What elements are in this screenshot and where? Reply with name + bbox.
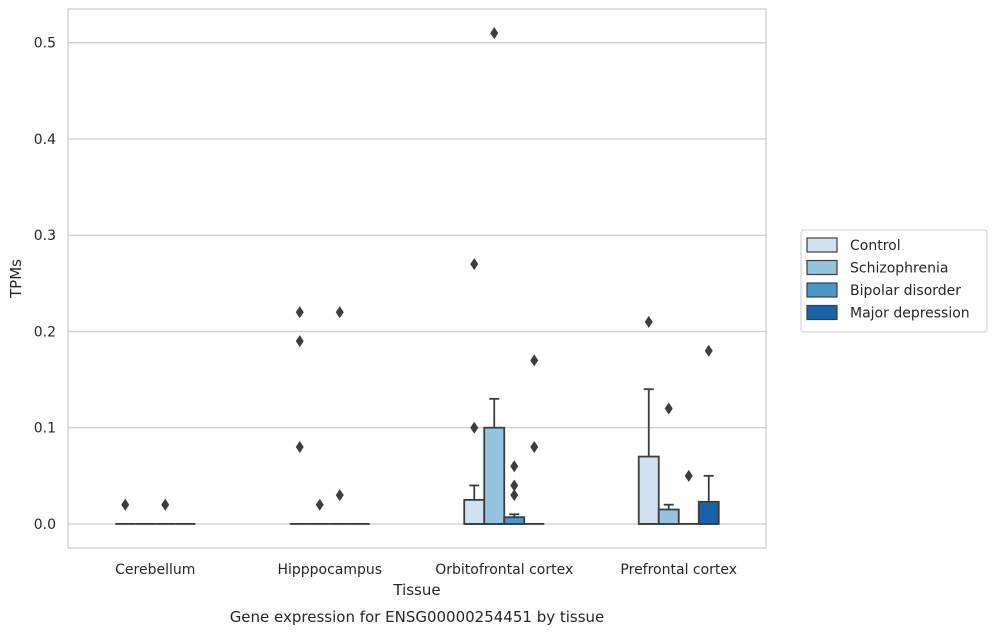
outlier-point bbox=[295, 306, 304, 319]
boxes bbox=[115, 27, 720, 525]
legend-swatch bbox=[806, 237, 838, 253]
plot-frame bbox=[67, 8, 767, 549]
box-control bbox=[637, 315, 660, 525]
outlier-point bbox=[704, 344, 713, 357]
box-schizophrenia bbox=[309, 498, 330, 525]
outlier-point bbox=[490, 27, 499, 40]
box-major-depression bbox=[524, 354, 545, 525]
box-bipolar-disorder bbox=[503, 460, 526, 525]
box-bipolar-disorder bbox=[155, 498, 176, 525]
outlier-point bbox=[530, 440, 539, 453]
outlier-point bbox=[510, 489, 519, 502]
y-tick-label: 0.5 bbox=[34, 36, 56, 52]
x-tick-label: Cerebellum bbox=[115, 562, 195, 578]
outlier-point bbox=[470, 421, 479, 434]
y-tick-label: 0.4 bbox=[34, 132, 56, 148]
outlier-point bbox=[530, 354, 539, 367]
y-tick-label: 0.0 bbox=[34, 517, 56, 533]
legend-swatch bbox=[806, 282, 838, 298]
chart-caption: Gene expression for ENSG00000254451 by t… bbox=[230, 608, 605, 626]
outlier-point bbox=[510, 460, 519, 473]
box-body bbox=[483, 426, 506, 525]
x-tick-label: Orbitofrontal cortex bbox=[435, 562, 573, 578]
y-tick-label: 0.2 bbox=[34, 324, 56, 340]
outlier-point bbox=[644, 315, 653, 328]
outlier-point bbox=[684, 469, 693, 482]
legend: Control Schizophrenia Bipolar disorder Majo… bbox=[800, 229, 988, 333]
legend-label: Control bbox=[850, 238, 901, 254]
box-body bbox=[697, 500, 720, 525]
y-axis-title: TPMs bbox=[7, 259, 25, 299]
outlier-point bbox=[295, 335, 304, 348]
box-schizophrenia bbox=[657, 402, 680, 525]
legend-swatch bbox=[806, 259, 838, 276]
legend-frame bbox=[800, 229, 988, 333]
legend-label: Major depression bbox=[850, 306, 970, 322]
outlier-point bbox=[315, 498, 324, 511]
x-tick-label: Hipppocampus bbox=[277, 562, 382, 578]
box-body bbox=[463, 498, 486, 525]
legend-swatch bbox=[806, 304, 838, 321]
box-bipolar-disorder bbox=[329, 306, 350, 525]
box-bipolar-disorder bbox=[678, 469, 699, 525]
outlier-point bbox=[335, 489, 344, 502]
box-body bbox=[637, 455, 660, 525]
outlier-point bbox=[161, 498, 170, 511]
legend-label: Bipolar disorder bbox=[850, 283, 961, 299]
box-body bbox=[503, 516, 526, 525]
box-control bbox=[463, 258, 486, 525]
x-tick-label: Prefrontal cortex bbox=[620, 562, 737, 578]
y-axis-ticks: 0.0 0.1 0.2 0.3 0.4 0.5 bbox=[34, 36, 56, 533]
x-axis-ticks: Cerebellum Hipppocampus Orbitofrontal cort… bbox=[115, 562, 737, 578]
outlier-point bbox=[664, 402, 673, 415]
grid-lines bbox=[68, 42, 766, 525]
outlier-point bbox=[335, 306, 344, 319]
y-tick-label: 0.3 bbox=[34, 228, 56, 244]
outlier-point bbox=[510, 479, 519, 492]
x-axis-title: Tissue bbox=[392, 581, 440, 599]
box-control bbox=[289, 306, 310, 525]
box-schizophrenia bbox=[483, 27, 506, 525]
y-tick-label: 0.1 bbox=[34, 421, 56, 437]
box-body bbox=[657, 508, 680, 525]
legend-label: Schizophrenia bbox=[850, 261, 948, 277]
outlier-point bbox=[295, 440, 304, 453]
box-major-depression bbox=[697, 344, 720, 525]
box-control bbox=[115, 498, 136, 525]
outlier-point bbox=[470, 258, 479, 271]
outlier-point bbox=[121, 498, 130, 511]
